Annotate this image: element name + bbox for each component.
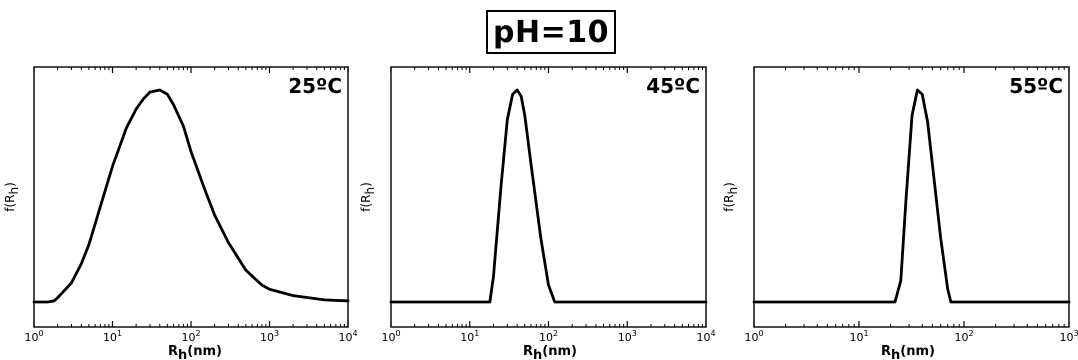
x-tick-label: 102: [954, 329, 973, 344]
chart-panel-1: 100 101 102 103 104 25ºC Rh(nm) f(Rh): [3, 66, 358, 360]
x-tick-label: 101: [460, 329, 479, 344]
x-tick-label: 102: [539, 329, 558, 344]
temperature-annotation: 55ºC: [1009, 74, 1063, 98]
x-tick-label: 102: [181, 329, 200, 344]
chart-panel-2: 100 101 102 103 104 45ºC Rh(nm) f(Rh): [359, 66, 716, 360]
x-tick-label: 100: [744, 329, 763, 344]
x-tick-label: 100: [381, 329, 400, 344]
distribution-curve: [389, 88, 708, 304]
x-tick-label: 100: [24, 329, 43, 344]
distribution-curve: [32, 88, 350, 304]
distribution-curve: [752, 88, 1071, 304]
figure-title: pH=10: [493, 14, 609, 50]
y-axis-label: f(Rh): [3, 182, 21, 212]
figure-title-box: pH=10: [486, 10, 616, 54]
x-tick-label: 104: [338, 329, 357, 344]
x-tick-label: 103: [618, 329, 637, 344]
chart-panel-3: 100 101 102 103 55ºC Rh(nm) f(Rh): [722, 66, 1078, 360]
x-tick-label: 103: [1059, 329, 1078, 344]
x-tick-label: 104: [696, 329, 715, 344]
plot-frame: [753, 66, 1070, 328]
x-axis-label: Rh(nm): [168, 344, 222, 360]
temperature-annotation: 45ºC: [646, 74, 700, 98]
x-tick-label: 101: [103, 329, 122, 344]
x-tick-label: 101: [849, 329, 868, 344]
y-axis-label: f(Rh): [722, 182, 740, 212]
x-axis-label: Rh(nm): [523, 344, 577, 360]
temperature-annotation: 25ºC: [288, 74, 342, 98]
y-axis-label: f(Rh): [359, 182, 377, 212]
x-axis-label: Rh(nm): [881, 344, 935, 360]
plot-frame: [33, 66, 349, 328]
x-tick-label: 103: [260, 329, 279, 344]
